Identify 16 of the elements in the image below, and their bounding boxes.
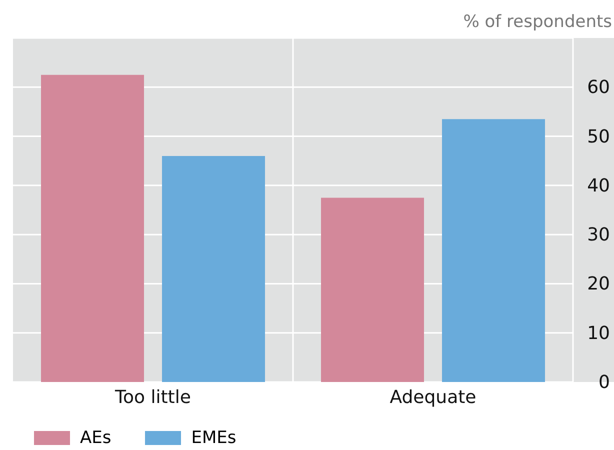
x-tick-label: Too little bbox=[114, 386, 191, 408]
bar bbox=[41, 74, 144, 382]
y-tick-label: 10 bbox=[587, 322, 610, 344]
y-tick-label: 50 bbox=[587, 126, 610, 148]
legend-label: AEs bbox=[80, 428, 112, 448]
y-tick-label: 30 bbox=[587, 224, 610, 246]
y-axis-title: % of respondents bbox=[463, 12, 612, 32]
bar bbox=[321, 198, 424, 382]
legend-label: EMEs bbox=[191, 428, 236, 448]
bar bbox=[442, 119, 545, 382]
y-tick-label: 40 bbox=[587, 175, 610, 196]
y-tick-label: 60 bbox=[587, 77, 610, 98]
y-tick-label: 20 bbox=[587, 274, 610, 295]
x-tick-label: Adequate bbox=[390, 386, 476, 408]
y-tick-label: 0 bbox=[598, 372, 610, 393]
bar bbox=[162, 156, 265, 382]
